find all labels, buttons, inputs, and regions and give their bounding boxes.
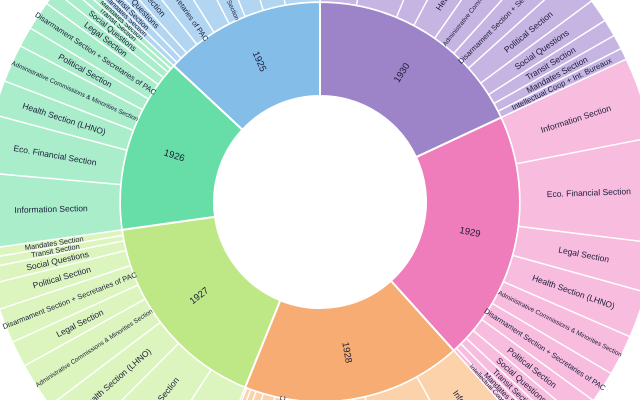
section-sector-1926-7[interactable] bbox=[55, 0, 169, 79]
section-sector-1927-8[interactable] bbox=[0, 234, 125, 267]
section-sector-1925-0[interactable] bbox=[73, 0, 178, 67]
section-sector-1928-1[interactable] bbox=[364, 376, 484, 400]
section-sector-1929-5[interactable] bbox=[481, 302, 612, 400]
section-sector-1929-1[interactable] bbox=[515, 138, 640, 244]
section-sector-1926-6[interactable] bbox=[45, 0, 165, 86]
section-sector-1926-1[interactable] bbox=[0, 115, 128, 186]
section-sector-1928-8[interactable] bbox=[203, 388, 257, 400]
section-sector-1930-2[interactable] bbox=[395, 0, 479, 27]
section-sector-1925-1[interactable] bbox=[78, 0, 182, 64]
section-sector-1925-3[interactable] bbox=[95, 0, 198, 54]
section-sector-1928-6[interactable] bbox=[224, 393, 276, 400]
section-sector-1930-1[interactable] bbox=[355, 0, 449, 18]
section-sector-1930-3[interactable] bbox=[413, 0, 514, 39]
section-sector-1929-2[interactable] bbox=[512, 225, 640, 292]
section-sector-1928-2[interactable] bbox=[339, 396, 396, 400]
section-sector-1929-7[interactable] bbox=[465, 329, 579, 400]
section-sector-1926-0[interactable] bbox=[0, 173, 123, 249]
section-sector-1925-4[interactable] bbox=[112, 0, 215, 46]
section-sector-1930-0[interactable] bbox=[319, 0, 382, 7]
section-sector-1925-7[interactable] bbox=[193, 0, 264, 18]
section-sector-1927-0[interactable] bbox=[136, 369, 246, 400]
section-sector-1928-5[interactable] bbox=[244, 396, 292, 400]
section-sector-1929-10[interactable] bbox=[453, 347, 551, 400]
section-sector-1925-2[interactable] bbox=[85, 0, 188, 59]
section-sector-1929-6[interactable] bbox=[472, 318, 594, 400]
section-sector-1929-8[interactable] bbox=[460, 337, 567, 400]
section-sector-1929-0[interactable] bbox=[500, 58, 640, 165]
section-sector-1925-9[interactable] bbox=[261, 0, 321, 6]
section-sector-1926-8[interactable] bbox=[63, 0, 172, 73]
section-sector-1927-9[interactable] bbox=[0, 229, 124, 259]
section-sector-1927-5[interactable] bbox=[0, 264, 139, 343]
section-sector-1927-7[interactable] bbox=[0, 240, 127, 284]
section-sector-1927-2[interactable] bbox=[50, 321, 180, 400]
section-sector-1927-6[interactable] bbox=[0, 249, 132, 310]
section-sector-1930-5[interactable] bbox=[453, 0, 571, 69]
section-sector-1927-1[interactable] bbox=[81, 342, 212, 400]
section-sector-1925-8[interactable] bbox=[224, 0, 286, 11]
section-sector-1925-6[interactable] bbox=[167, 0, 246, 25]
section-sector-1930-4[interactable] bbox=[434, 0, 546, 55]
section-sector-1929-9[interactable] bbox=[455, 343, 558, 400]
section-sector-1928-9[interactable] bbox=[196, 387, 252, 400]
section-sector-1928-0[interactable] bbox=[416, 349, 546, 400]
section-sector-1926-9[interactable] bbox=[68, 0, 175, 70]
section-sector-1925-5[interactable] bbox=[141, 0, 230, 34]
